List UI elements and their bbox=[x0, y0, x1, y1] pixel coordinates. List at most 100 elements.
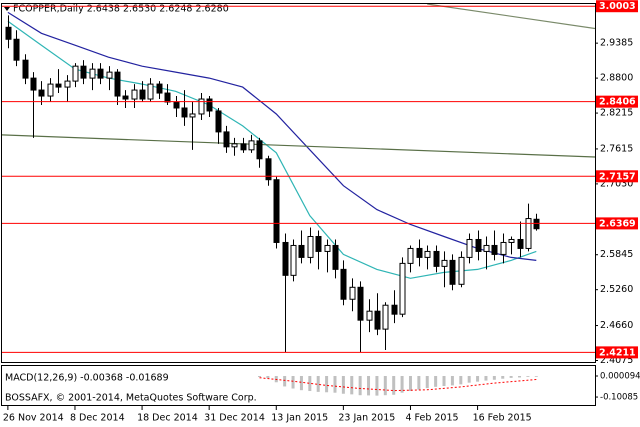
macd-bar bbox=[333, 376, 337, 393]
macd-bar bbox=[341, 376, 345, 394]
candle-body bbox=[407, 247, 414, 264]
candle-body bbox=[424, 250, 431, 258]
macd-bar bbox=[400, 376, 404, 393]
candle-body bbox=[215, 110, 222, 133]
macd-bar bbox=[459, 376, 463, 385]
candle-body bbox=[122, 95, 129, 100]
candle-body bbox=[206, 98, 213, 112]
candle-body bbox=[114, 71, 121, 97]
candle-body bbox=[416, 247, 423, 258]
candle-body bbox=[248, 140, 255, 151]
macd-bar bbox=[316, 376, 320, 392]
level-label-box bbox=[596, 170, 638, 183]
macd-label: MACD(12,26,9) -0.00368 -0.01689 bbox=[5, 373, 169, 384]
macd-bar bbox=[392, 376, 396, 395]
candle-body bbox=[441, 259, 448, 267]
candle-body bbox=[374, 310, 381, 330]
level-label: 2.6369 bbox=[599, 218, 636, 229]
candle-body bbox=[223, 131, 230, 148]
candle-body bbox=[156, 83, 163, 94]
candle-body bbox=[433, 250, 440, 267]
plot bbox=[2, 4, 595, 353]
candle-body bbox=[382, 304, 389, 330]
level-label-box bbox=[596, 346, 638, 359]
candle-body bbox=[147, 83, 154, 100]
candle-body bbox=[483, 244, 490, 252]
candle-body bbox=[72, 65, 79, 82]
price-pane bbox=[1, 3, 596, 363]
indicator-line bbox=[7, 11, 537, 261]
candle-body bbox=[332, 244, 339, 270]
macd-bar bbox=[350, 376, 354, 395]
macd-bar bbox=[325, 376, 329, 393]
macd-bar bbox=[417, 376, 421, 390]
macd-bar bbox=[257, 376, 261, 378]
macd-tick-label: -0.10085 bbox=[600, 393, 638, 403]
macd-bar bbox=[266, 376, 270, 379]
indicator-line bbox=[427, 4, 595, 30]
candle-body bbox=[55, 83, 62, 88]
candle-body bbox=[324, 244, 331, 252]
macd-tick-label: 0.000094 bbox=[600, 371, 640, 381]
y-tick-label: 2.8215 bbox=[600, 108, 633, 119]
level-label: 2.4211 bbox=[599, 347, 636, 358]
candle-body bbox=[307, 235, 314, 258]
candle-body bbox=[525, 218, 532, 249]
macd-bar bbox=[484, 376, 488, 381]
macd-bar bbox=[467, 376, 471, 383]
y-tick-label: 2.8800 bbox=[600, 73, 633, 84]
x-tick-label: 23 Jan 2015 bbox=[338, 413, 395, 424]
level-label: 2.8406 bbox=[599, 97, 636, 108]
macd-bar bbox=[434, 376, 438, 387]
macd-bar bbox=[375, 376, 379, 396]
candle-body bbox=[399, 262, 406, 315]
macd-signal bbox=[259, 377, 537, 392]
macd-bar bbox=[299, 376, 303, 391]
candle-body bbox=[231, 143, 238, 148]
candle-body bbox=[508, 238, 515, 243]
candle-body bbox=[198, 98, 205, 115]
footer: BOSSAFX, © 2001-2014, MetaQuotes Softwar… bbox=[5, 393, 257, 404]
candle-body bbox=[13, 38, 20, 61]
candle-body bbox=[391, 304, 398, 315]
candle-body bbox=[315, 235, 322, 252]
macd-bar bbox=[442, 376, 446, 387]
candle-body bbox=[189, 113, 196, 118]
candle-body bbox=[533, 218, 540, 230]
candle-body bbox=[349, 286, 356, 300]
candle-body bbox=[265, 158, 272, 181]
level-label-box bbox=[596, 0, 638, 13]
candle-body bbox=[173, 101, 180, 109]
x-tick-label: 8 Dec 2014 bbox=[70, 413, 125, 424]
macd-bar bbox=[408, 376, 412, 392]
macd-bar bbox=[358, 376, 362, 396]
level-label-box bbox=[596, 95, 638, 108]
candle-body bbox=[47, 83, 54, 97]
y-tick-label: 2.4660 bbox=[600, 320, 633, 331]
candle-body bbox=[500, 241, 507, 255]
candle-body bbox=[80, 65, 87, 79]
x-tick-label: 26 Nov 2014 bbox=[3, 413, 64, 424]
macd-bar bbox=[518, 376, 522, 378]
candle-body bbox=[256, 140, 263, 160]
y-tick-label: 2.5260 bbox=[600, 284, 633, 295]
candle-body bbox=[340, 268, 347, 300]
macd-bar bbox=[383, 376, 387, 396]
macd-bar bbox=[526, 376, 530, 377]
macd-bar bbox=[283, 376, 287, 387]
y-tick-label: 2.7030 bbox=[600, 178, 633, 189]
x-tick-label: 13 Jan 2015 bbox=[271, 413, 328, 424]
candle-body bbox=[290, 244, 297, 276]
candle-body bbox=[106, 71, 113, 79]
macd-pane bbox=[1, 365, 596, 406]
y-tick-label: 2.5845 bbox=[600, 249, 633, 260]
candle-body bbox=[131, 89, 138, 100]
candle-body bbox=[139, 89, 146, 100]
menu-arrow[interactable] bbox=[4, 7, 10, 11]
candle-body bbox=[181, 107, 188, 118]
x-tick-label: 4 Feb 2015 bbox=[405, 413, 458, 424]
macd-bar bbox=[291, 376, 295, 389]
candle-body bbox=[273, 179, 280, 243]
macd-bar bbox=[534, 376, 538, 377]
